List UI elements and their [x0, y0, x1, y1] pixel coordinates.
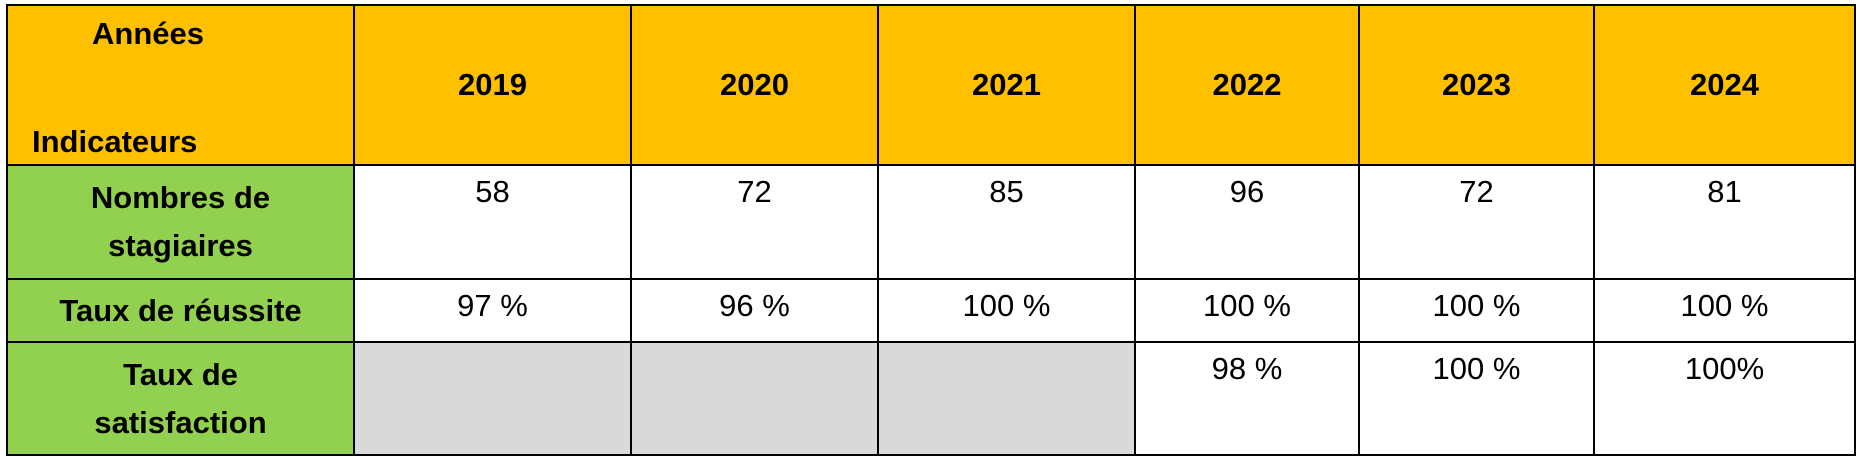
- value-cell: 100 %: [1593, 278, 1856, 343]
- value-cell: 100%: [1593, 341, 1856, 456]
- value-cell: 96: [1134, 164, 1360, 280]
- value-cell: 98 %: [1134, 341, 1360, 456]
- year-header: 2024: [1593, 4, 1856, 166]
- indicator-table: Années Indicateurs 2019 2020 2021 2022 2023 2…: [6, 4, 1856, 456]
- row-label: Taux de réussite: [6, 278, 355, 343]
- data-row: Taux de réussite 97 % 96 % 100 % 100 % 100 % 1…: [6, 278, 1856, 343]
- corner-cell: Années Indicateurs: [6, 4, 355, 166]
- year-header: 2021: [877, 4, 1136, 166]
- value-cell: 58: [353, 164, 632, 280]
- year-header: 2022: [1134, 4, 1360, 166]
- empty-cell: [877, 341, 1136, 456]
- value-cell: 97 %: [353, 278, 632, 343]
- value-cell: 100 %: [1358, 278, 1595, 343]
- data-row: Nombres de stagiaires 58 72 85 96 72 81: [6, 164, 1856, 280]
- empty-cell: [353, 341, 632, 456]
- value-cell: 72: [630, 164, 879, 280]
- year-header: 2023: [1358, 4, 1595, 166]
- data-row: Taux de satisfaction 98 % 100 % 100%: [6, 341, 1856, 456]
- corner-top: Années: [92, 16, 204, 51]
- value-cell: 100 %: [1134, 278, 1360, 343]
- value-cell: 100 %: [1358, 341, 1595, 456]
- year-header: 2019: [353, 4, 632, 166]
- row-label: Nombres de stagiaires: [6, 164, 355, 280]
- value-cell: 96 %: [630, 278, 879, 343]
- row-label: Taux de satisfaction: [6, 341, 355, 456]
- page: Années Indicateurs 2019 2020 2021 2022 2023 2…: [6, 4, 1856, 456]
- header-row: Années Indicateurs 2019 2020 2021 2022 2023 2…: [6, 4, 1856, 166]
- table-body: Années Indicateurs 2019 2020 2021 2022 2023 2…: [6, 4, 1856, 456]
- value-cell: 100 %: [877, 278, 1136, 343]
- value-cell: 72: [1358, 164, 1595, 280]
- value-cell: 81: [1593, 164, 1856, 280]
- empty-cell: [630, 341, 879, 456]
- value-cell: 85: [877, 164, 1136, 280]
- year-header: 2020: [630, 4, 879, 166]
- corner-bottom: Indicateurs: [32, 124, 198, 159]
